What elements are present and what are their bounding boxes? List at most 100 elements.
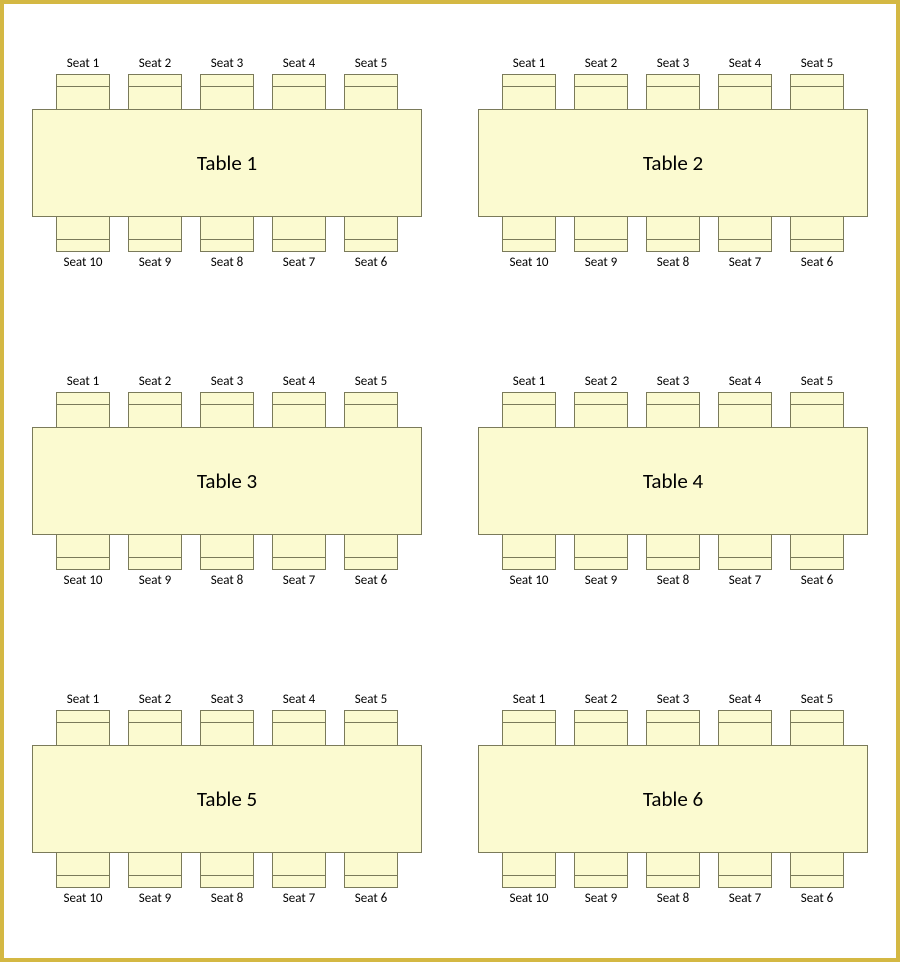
seat-label: Seat 9 [585, 891, 617, 906]
seat: Seat 2 [574, 692, 628, 746]
seat-label: Seat 5 [801, 56, 833, 71]
seat: Seat 3 [200, 692, 254, 746]
chair-icon [200, 216, 254, 252]
chair-icon [56, 534, 110, 570]
seat-label: Seat 5 [801, 692, 833, 707]
seat-label: Seat 1 [67, 692, 99, 707]
chair-icon [502, 74, 556, 110]
seat-label: Seat 10 [63, 573, 102, 588]
seat: Seat 10 [502, 216, 556, 270]
seat-label: Seat 2 [585, 692, 617, 707]
top-seat-row: Seat 1 Seat 2 Seat 3 Seat 4 Seat 5 [56, 692, 398, 746]
chair-icon [646, 852, 700, 888]
seat: Seat 3 [646, 692, 700, 746]
chair-icon [790, 534, 844, 570]
seat: Seat 1 [502, 374, 556, 428]
seat: Seat 8 [646, 534, 700, 588]
chair-icon [646, 74, 700, 110]
seat: Seat 2 [128, 374, 182, 428]
chair-icon [502, 534, 556, 570]
seat-label: Seat 8 [657, 573, 689, 588]
table-block: Seat 1 Seat 2 Seat 3 Seat 4 Seat 5 Table… [450, 4, 896, 322]
chair-icon [128, 74, 182, 110]
seat-label: Seat 5 [355, 374, 387, 389]
seat: Seat 3 [200, 56, 254, 110]
chair-icon [272, 534, 326, 570]
table-rect: Table 3 [32, 427, 422, 535]
seat: Seat 6 [790, 534, 844, 588]
chair-icon [718, 534, 772, 570]
seat-label: Seat 2 [585, 56, 617, 71]
seat: Seat 4 [718, 56, 772, 110]
seat-label: Seat 3 [211, 692, 243, 707]
seat: Seat 4 [718, 374, 772, 428]
seat: Seat 9 [574, 216, 628, 270]
seat-label: Seat 10 [509, 573, 548, 588]
chair-icon [344, 74, 398, 110]
chair-icon [790, 392, 844, 428]
seat-label: Seat 6 [355, 573, 387, 588]
chair-icon [56, 710, 110, 746]
chair-icon [56, 74, 110, 110]
seat-label: Seat 10 [63, 255, 102, 270]
chair-icon [718, 216, 772, 252]
seat-label: Seat 9 [585, 255, 617, 270]
chair-icon [200, 852, 254, 888]
seat: Seat 3 [200, 374, 254, 428]
chair-icon [344, 392, 398, 428]
chair-icon [790, 216, 844, 252]
chair-icon [56, 216, 110, 252]
chair-icon [272, 710, 326, 746]
chair-icon [502, 216, 556, 252]
bottom-seat-row: Seat 10 Seat 9 Seat 8 Seat 7 Seat 6 [56, 534, 398, 588]
chair-icon [646, 534, 700, 570]
chair-icon [646, 710, 700, 746]
seat-label: Seat 6 [355, 255, 387, 270]
chair-icon [790, 710, 844, 746]
chair-icon [502, 852, 556, 888]
seat: Seat 2 [128, 56, 182, 110]
chair-icon [128, 534, 182, 570]
table-block: Seat 1 Seat 2 Seat 3 Seat 4 Seat 5 Table… [4, 322, 450, 640]
seat: Seat 2 [574, 374, 628, 428]
seat-label: Seat 1 [513, 56, 545, 71]
seat: Seat 5 [344, 374, 398, 428]
chair-icon [718, 392, 772, 428]
seat-label: Seat 9 [139, 891, 171, 906]
chair-icon [718, 852, 772, 888]
seat: Seat 1 [56, 692, 110, 746]
bottom-seat-row: Seat 10 Seat 9 Seat 8 Seat 7 Seat 6 [502, 216, 844, 270]
chair-icon [574, 74, 628, 110]
tables-grid: Seat 1 Seat 2 Seat 3 Seat 4 Seat 5 Table… [4, 4, 896, 958]
chair-icon [200, 392, 254, 428]
seat: Seat 5 [344, 56, 398, 110]
seat: Seat 9 [574, 534, 628, 588]
seat: Seat 5 [790, 374, 844, 428]
seat-label: Seat 4 [283, 692, 315, 707]
seat-label: Seat 9 [139, 255, 171, 270]
seat-label: Seat 1 [67, 56, 99, 71]
seat: Seat 1 [56, 374, 110, 428]
bottom-seat-row: Seat 10 Seat 9 Seat 8 Seat 7 Seat 6 [502, 852, 844, 906]
seat: Seat 7 [718, 534, 772, 588]
seat-label: Seat 6 [801, 573, 833, 588]
chair-icon [272, 216, 326, 252]
table-rect: Table 2 [478, 109, 868, 217]
seat: Seat 1 [502, 56, 556, 110]
chair-icon [502, 710, 556, 746]
chair-icon [718, 710, 772, 746]
seat: Seat 7 [718, 852, 772, 906]
seat-label: Seat 8 [211, 573, 243, 588]
seat: Seat 8 [646, 852, 700, 906]
seat-label: Seat 5 [355, 692, 387, 707]
seat-label: Seat 7 [283, 573, 315, 588]
bottom-seat-row: Seat 10 Seat 9 Seat 8 Seat 7 Seat 6 [502, 534, 844, 588]
chair-icon [502, 392, 556, 428]
seat-label: Seat 6 [801, 891, 833, 906]
seat-label: Seat 10 [509, 891, 548, 906]
seat: Seat 7 [272, 534, 326, 588]
chair-icon [200, 534, 254, 570]
seat-label: Seat 10 [509, 255, 548, 270]
table-rect: Table 1 [32, 109, 422, 217]
seat: Seat 7 [718, 216, 772, 270]
